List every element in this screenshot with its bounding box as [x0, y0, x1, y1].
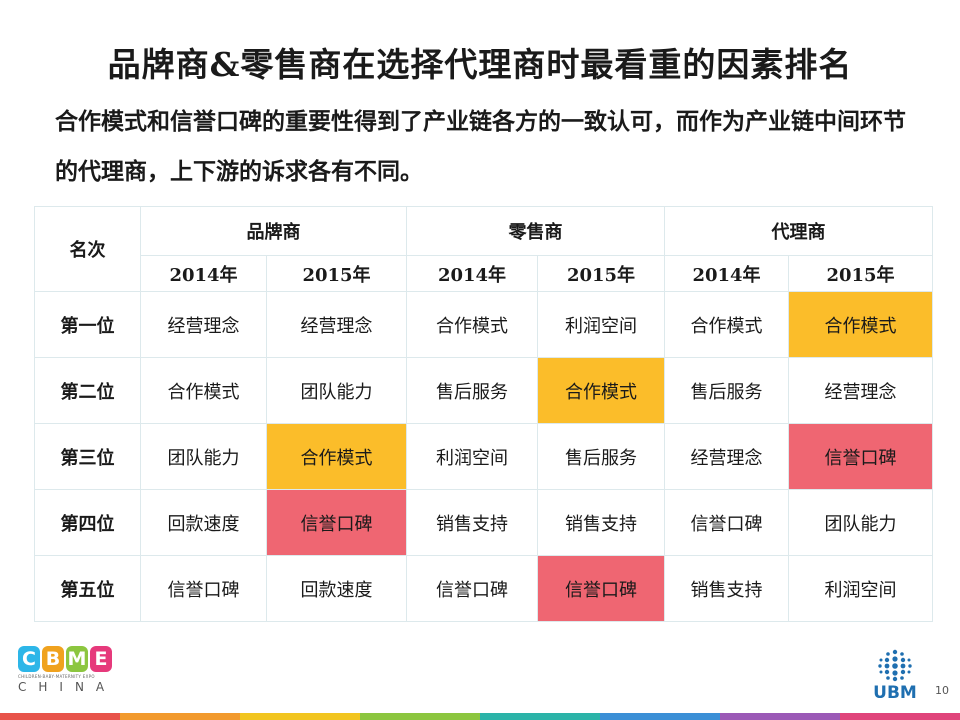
table-cell-highlight: 信誉口碑 [788, 423, 933, 490]
year-header: 2015年 [266, 255, 407, 292]
table-cell: 经营理念 [788, 357, 933, 424]
footer-stripe [0, 713, 120, 720]
logo-letter: M [66, 646, 88, 672]
table-cell: 团队能力 [266, 357, 407, 424]
table-cell: 团队能力 [788, 489, 933, 556]
rank-label: 第一位 [34, 291, 141, 358]
logo-letter: E [90, 646, 112, 672]
year-header: 2015年 [537, 255, 665, 292]
footer-stripe [720, 713, 840, 720]
table-cell: 售后服务 [406, 357, 538, 424]
table-cell: 回款速度 [140, 489, 267, 556]
footer-stripe [240, 713, 360, 720]
rank-label: 第二位 [34, 357, 141, 424]
footer-stripe [120, 713, 240, 720]
group-header-agent: 代理商 [664, 206, 933, 256]
footer-stripe [840, 713, 960, 720]
rank-column-header: 名次 [34, 206, 141, 292]
cbme-logo: C B M E CHILDREN·BABY·MATERNITY EXPO CHI… [18, 646, 116, 694]
slide-title: 品牌商&零售商在选择代理商时最看重的因素排名 [107, 45, 853, 84]
year-header: 2015年 [788, 255, 933, 292]
logo-tagline: CHILDREN·BABY·MATERNITY EXPO [18, 674, 95, 679]
table-cell-highlight: 合作模式 [537, 357, 665, 424]
table-cell: 回款速度 [266, 555, 407, 622]
table-cell: 信誉口碑 [140, 555, 267, 622]
table-cell: 团队能力 [140, 423, 267, 490]
table-cell: 经营理念 [266, 291, 407, 358]
logo-letter: B [42, 646, 64, 672]
table-cell: 售后服务 [537, 423, 665, 490]
logo-letter: C [18, 646, 40, 672]
rank-label: 第四位 [34, 489, 141, 556]
table-row: 第二位 合作模式 团队能力 售后服务 合作模式 售后服务 经营理念 [34, 357, 933, 424]
year-header: 2014年 [664, 255, 789, 292]
table-row: 第四位 回款速度 信誉口碑 销售支持 销售支持 信誉口碑 团队能力 [34, 489, 933, 556]
table-cell: 经营理念 [140, 291, 267, 358]
table-cell: 销售支持 [406, 489, 538, 556]
footer-stripe [600, 713, 720, 720]
table-cell: 利润空间 [537, 291, 665, 358]
rank-label: 第五位 [34, 555, 141, 622]
footer-stripe [360, 713, 480, 720]
table-cell: 信誉口碑 [406, 555, 538, 622]
table-row: 第三位 团队能力 合作模式 利润空间 售后服务 经营理念 信誉口碑 [34, 423, 933, 490]
table-cell: 利润空间 [406, 423, 538, 490]
footer-color-bar [0, 713, 960, 720]
rank-label: 第三位 [34, 423, 141, 490]
ranking-table: 名次 品牌商 零售商 代理商 2014年 2015年 2014年 2015年 2… [34, 206, 933, 622]
logo-country: CHINA [18, 680, 117, 694]
year-header: 2014年 [140, 255, 267, 292]
table-row: 第一位 经营理念 经营理念 合作模式 利润空间 合作模式 合作模式 [34, 291, 933, 358]
ubm-logo: UBM [866, 648, 924, 703]
table-cell: 经营理念 [664, 423, 789, 490]
ubm-text: UBM [873, 683, 917, 703]
year-header: 2014年 [406, 255, 538, 292]
table-cell: 销售支持 [664, 555, 789, 622]
table-cell-highlight: 合作模式 [266, 423, 407, 490]
page-number: 10 [935, 684, 949, 697]
table-cell: 合作模式 [664, 291, 789, 358]
table-cell: 售后服务 [664, 357, 789, 424]
table-cell: 合作模式 [406, 291, 538, 358]
table-row: 第五位 信誉口碑 回款速度 信誉口碑 信誉口碑 销售支持 利润空间 [34, 555, 933, 622]
table-cell-highlight: 信誉口碑 [266, 489, 407, 556]
table-cell-highlight: 信誉口碑 [537, 555, 665, 622]
slide-subtitle: 合作模式和信誉口碑的重要性得到了产业链各方的一致认可，而作为产业链中间环节的代理… [55, 109, 906, 185]
ubm-globe-icon [878, 649, 912, 682]
table-cell: 销售支持 [537, 489, 665, 556]
table-cell-highlight: 合作模式 [788, 291, 933, 358]
group-header-brand: 品牌商 [140, 206, 407, 256]
table-cell: 利润空间 [788, 555, 933, 622]
group-header-retailer: 零售商 [406, 206, 665, 256]
footer-stripe [480, 713, 600, 720]
table-cell: 合作模式 [140, 357, 267, 424]
table-cell: 信誉口碑 [664, 489, 789, 556]
